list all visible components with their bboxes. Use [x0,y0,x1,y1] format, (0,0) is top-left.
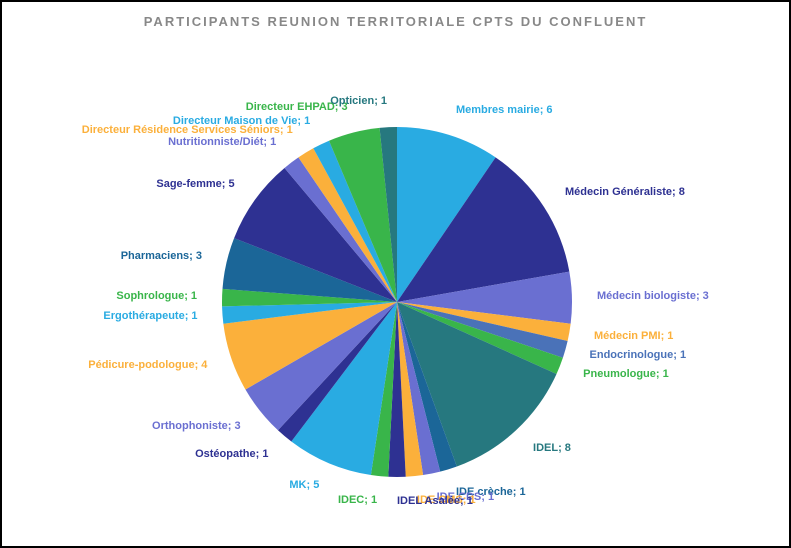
slice-label: Orthophoniste; 3 [152,420,241,432]
slice-label: Membres mairie; 6 [456,104,553,116]
slice-label: IDEL; 8 [533,442,571,454]
slice-label: Médecin PMI; 1 [594,330,673,342]
slice-label: MK; 5 [289,479,319,491]
slice-label: IDEC; 1 [338,494,377,506]
slice-label: Pédicure-podologue; 4 [88,359,207,371]
slice-label: Sophrologue; 1 [116,290,197,302]
slice-label: IDEL Asalée; 1 [397,495,473,507]
slice-label: Pneumologue; 1 [583,368,669,380]
slice-label: Opticien; 1 [330,95,387,107]
slice-label: Médecin biologiste; 3 [597,290,709,302]
chart-container: PARTICIPANTS REUNION TERRITORIALE CPTS D… [0,0,791,548]
chart-title: PARTICIPANTS REUNION TERRITORIALE CPTS D… [2,2,789,29]
pie-chart: Membres mairie; 6 Médecin Généraliste; 8 M… [2,42,791,542]
slice-label: Médecin Généraliste; 8 [565,186,685,198]
slice-label: Endocrinologue; 1 [590,349,687,361]
slice-label: Nutritionniste/Diét; 1 [168,136,276,148]
slice-label: Ergothérapeute; 1 [103,310,197,322]
slice-label: Sage-femme; 5 [156,178,234,190]
slice-label: Pharmaciens; 3 [121,250,202,262]
slice-label: Directeur Maison de Vie; 1 [173,115,310,127]
slice-label: Ostéopathe; 1 [195,448,268,460]
